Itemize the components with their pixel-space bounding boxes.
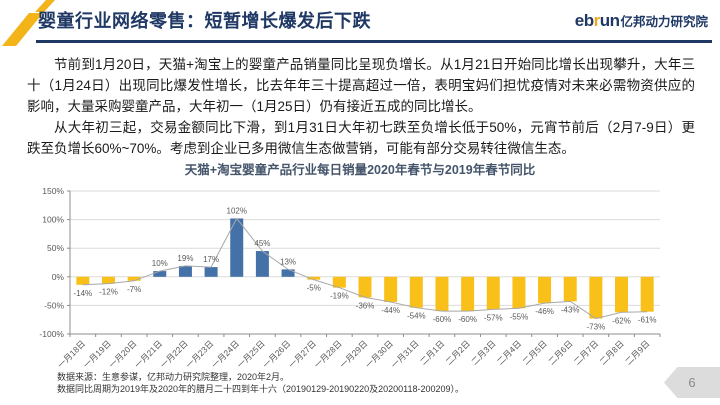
value-label: 10% — [152, 259, 168, 268]
data-period-line: 数据同比周期为2019年及2020年的腊月二十四到年十六（20190129-20… — [57, 384, 465, 394]
value-label: -54% — [407, 312, 426, 321]
header-divider — [36, 40, 712, 43]
y-tick-label: 50% — [47, 243, 64, 253]
value-label: -73% — [587, 323, 606, 332]
bar — [435, 276, 449, 312]
bar — [615, 276, 629, 313]
brand-logo-cn: 亿邦动力研究院 — [620, 14, 708, 29]
bar — [101, 276, 115, 284]
value-label: -62% — [612, 316, 631, 325]
x-tick-label: 二月3日 — [469, 338, 497, 366]
data-source-line: 数据来源：生意参谋，亿邦动力研究院整理，2020年2月。 — [57, 372, 290, 382]
chart-title: 天猫+淘宝婴童产品行业每日销量2020年春节与2019年春节同比 — [184, 163, 536, 177]
body-text: 节前到1月20日，天猫+淘宝上的婴童产品销量同比呈现负增长。从1月21日开始同比… — [27, 54, 695, 159]
value-label: 17% — [203, 255, 219, 264]
bar — [204, 267, 218, 277]
bar — [384, 276, 398, 302]
bar — [281, 269, 295, 277]
footer: 数据来源：生意参谋，亿邦动力研究院整理，2020年2月。 数据同比周期为2019… — [57, 371, 464, 395]
brand-logo: ebrun 亿邦动力研究院 — [575, 11, 708, 31]
bar — [307, 276, 321, 280]
value-label: -7% — [127, 285, 141, 294]
x-tick-label: 二月6日 — [546, 338, 574, 366]
value-label: 45% — [254, 239, 270, 248]
value-label: -44% — [381, 306, 400, 315]
value-label: 102% — [227, 206, 247, 215]
body-paragraph-1: 节前到1月20日，天猫+淘宝上的婴童产品销量同比呈现负增长。从1月21日开始同比… — [27, 57, 695, 114]
value-label: -60% — [433, 315, 452, 324]
x-tick-label: 二月4日 — [495, 338, 523, 366]
bar — [589, 276, 603, 319]
bar — [255, 251, 269, 277]
x-tick-label: 二月8日 — [597, 338, 625, 366]
value-label: -46% — [535, 307, 554, 316]
value-label: -57% — [484, 313, 503, 322]
bar — [178, 265, 192, 277]
x-tick-label: 二月1日 — [418, 338, 446, 366]
bar — [409, 276, 423, 308]
value-label: -12% — [99, 288, 118, 297]
page-title: 婴童行业网络零售：短暂增长爆发后下跌 — [38, 11, 371, 31]
bar — [230, 218, 244, 277]
bar — [640, 276, 654, 312]
bar — [563, 276, 577, 302]
bar — [512, 276, 526, 309]
chart-section: 天猫+淘宝婴童产品行业每日销量2020年春节与2019年春节同比 150% 100… — [0, 159, 720, 385]
brand-logo-en: ebrun — [574, 11, 620, 30]
x-tick-label: 二月7日 — [572, 338, 600, 366]
bar — [358, 276, 372, 298]
x-tick-label: 一月31日 — [389, 338, 421, 370]
y-tick-label: 150% — [42, 186, 64, 196]
bar — [461, 276, 475, 312]
value-label: -60% — [458, 315, 477, 324]
value-label: -19% — [330, 292, 349, 301]
slash-small — [35, 0, 55, 12]
bar — [127, 276, 141, 281]
y-tick-label: 100% — [42, 215, 64, 225]
value-label: -55% — [510, 312, 529, 321]
value-label: 13% — [280, 257, 296, 266]
value-label: -5% — [307, 284, 321, 293]
x-tick-label: 二月2日 — [444, 338, 472, 366]
brand-logo-r-icon: r — [593, 11, 601, 30]
body-paragraph-2: 从大年初三起，交易金额同比下滑，到1月31日大年初七跌至负增长低于50%，元宵节… — [27, 120, 695, 156]
page-number: 6 — [688, 375, 696, 390]
value-label: -36% — [356, 301, 375, 310]
y-tick-label: 0% — [52, 272, 65, 282]
y-tick-label: -50% — [44, 300, 64, 310]
y-tick-label: -100% — [39, 329, 64, 339]
slash-big — [2, 13, 43, 46]
value-label: -14% — [73, 289, 92, 298]
slash-logo-icon — [2, 0, 55, 46]
value-label: 19% — [177, 254, 193, 263]
bar — [332, 276, 346, 288]
sales-yoy-bar-chart: 150% 100% 50% 0% -50% -100% -14% -12% -7% 10% 19% 1… — [39, 186, 661, 370]
value-label: -61% — [638, 316, 657, 325]
bar — [153, 271, 167, 277]
value-label: -43% — [561, 305, 580, 314]
trend-line — [82, 217, 648, 320]
page-number-badge: 6 — [664, 367, 720, 398]
bar — [76, 276, 90, 285]
x-tick-label: 二月5日 — [521, 338, 549, 366]
bar — [538, 276, 552, 304]
x-tick-label: 二月9日 — [623, 338, 651, 366]
bar — [486, 276, 500, 310]
